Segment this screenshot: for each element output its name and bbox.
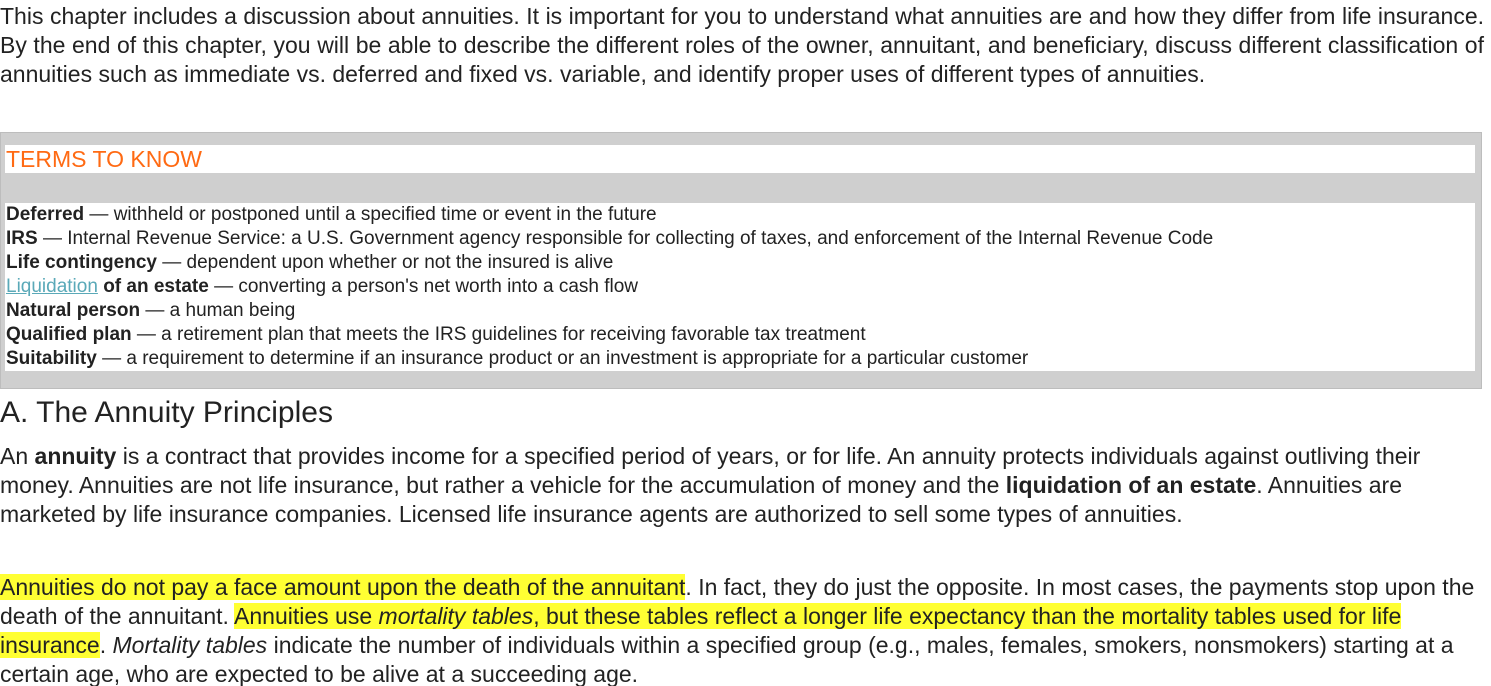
term-definition: — a human being xyxy=(140,300,296,321)
text-run: . xyxy=(99,632,113,658)
text-run: , but these tables reflect a longer life… xyxy=(0,603,1402,658)
term-definition: — a requirement to determine if an insur… xyxy=(96,348,1029,369)
term-name: Suitability xyxy=(6,348,97,369)
term-name: of an estate xyxy=(97,276,209,297)
term-name: Life contingency xyxy=(6,252,157,273)
text-run: indicate the number of individuals withi… xyxy=(0,632,1454,686)
liquidation-link[interactable]: Liquidation xyxy=(6,276,98,297)
term-definition: — converting a person's net worth into a… xyxy=(208,276,639,297)
term-definition: — dependent upon whether or not the insu… xyxy=(156,252,614,273)
term-item-natural-person: Natural person — a human being xyxy=(6,299,1213,323)
term-name: Qualified plan xyxy=(6,324,132,345)
italic-term-mortality-tables: mortality tables xyxy=(378,603,534,629)
intro-paragraph: This chapter includes a discussion about… xyxy=(0,3,1484,87)
term-item-liquidation: Liquidation of an estate — converting a … xyxy=(6,275,1213,299)
term-item-irs: IRS — Internal Revenue Service: a U.S. G… xyxy=(6,227,1213,251)
terms-title: TERMS TO KNOW xyxy=(6,146,202,172)
term-definition: — a retirement plan that meets the IRS g… xyxy=(131,324,866,345)
term-name: Deferred xyxy=(6,204,85,225)
text-run: . In fact, they do just the opposite. In… xyxy=(0,574,1475,629)
term-item-qualified-plan: Qualified plan — a retirement plan that … xyxy=(6,323,1213,347)
mortality-paragraph: Annuities do not pay a face amount upon … xyxy=(0,573,1484,686)
term-item-life-contingency: Life contingency — dependent upon whethe… xyxy=(6,251,1213,275)
terms-title-bar: TERMS TO KNOW xyxy=(5,145,1475,173)
term-definition: — withheld or postponed until a specifie… xyxy=(84,204,657,225)
highlighted-text: Annuities do not pay a face amount upon … xyxy=(0,574,686,600)
bold-term-annuity: annuity xyxy=(34,443,117,469)
bold-term-liquidation-of-an-estate: liquidation of an estate xyxy=(1005,472,1257,498)
term-item-deferred: Deferred — withheld or postponed until a… xyxy=(6,203,1213,227)
terms-list: Deferred — withheld or postponed until a… xyxy=(6,203,1213,371)
term-item-suitability: Suitability — a requirement to determine… xyxy=(6,347,1213,371)
section-heading: A. The Annuity Principles xyxy=(0,396,333,429)
terms-to-know-box: TERMS TO KNOW Deferred — withheld or pos… xyxy=(0,132,1482,389)
text-run: An xyxy=(0,443,35,469)
terms-list-container: Deferred — withheld or postponed until a… xyxy=(5,203,1475,371)
italic-term-mortality-tables: Mortality tables xyxy=(112,632,268,658)
text-run: Annuities use xyxy=(234,603,379,629)
text-run: . Annuities are marketed by life insuran… xyxy=(0,472,1403,527)
term-definition: — Internal Revenue Service: a U.S. Gover… xyxy=(37,228,1214,249)
annuity-definition-paragraph: An annuity is a contract that provides i… xyxy=(0,442,1484,529)
term-name: Natural person xyxy=(6,300,141,321)
text-run: is a contract that provides income for a… xyxy=(0,443,1421,498)
term-name: IRS xyxy=(6,228,38,249)
